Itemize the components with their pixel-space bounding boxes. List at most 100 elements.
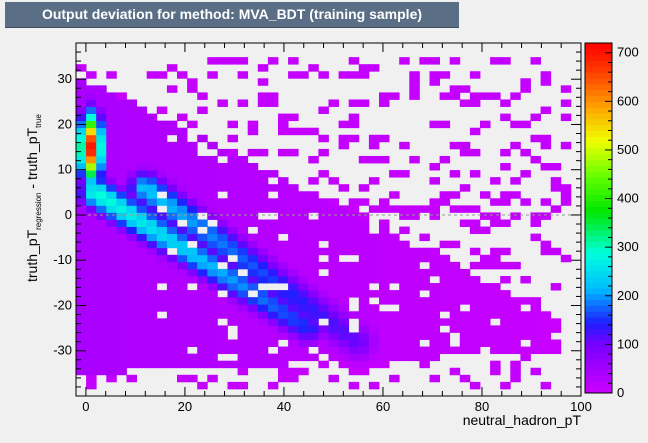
palette-step [585,148,612,155]
heatmap-cell [156,304,168,312]
heatmap-cell [227,268,238,277]
heatmap-cell [116,155,127,164]
heatmap-cell [480,332,491,340]
heatmap-cell [409,212,420,220]
palette-step [585,328,612,336]
heatmap-cell [368,205,380,213]
heatmap-cell [449,325,461,333]
heatmap-cell [187,148,198,157]
heatmap-cell [419,353,430,362]
heatmap-cell [136,240,148,249]
heatmap-cell [227,120,238,129]
heatmap-cell [106,134,117,143]
heatmap-cell [278,311,289,319]
heatmap-cell [207,283,218,291]
heatmap-cell [197,297,208,305]
heatmap-cell [480,290,491,298]
heatmap-cell [409,85,420,93]
y-tick-label: -20 [53,297,72,312]
heatmap-cell [227,311,238,319]
heatmap-cell [348,367,360,376]
heatmap-cell [136,304,148,312]
heatmap-cell [490,346,501,355]
heatmap-cell [278,304,289,312]
heatmap-cell [247,184,259,192]
heatmap-cell [156,275,168,284]
palette-step [585,183,612,190]
heatmap-cell [379,283,390,291]
heatmap-cell [217,184,228,192]
heatmap-cell [409,71,420,79]
heatmap-cell [298,254,309,263]
heatmap-cell [207,339,218,347]
heatmap-cell [126,254,137,263]
heatmap-cell [166,85,178,93]
heatmap-cell [237,325,249,333]
heatmap-cell [86,184,97,192]
heatmap-cell [308,283,319,291]
heatmap-cell [136,261,148,270]
heatmap-cell [490,92,501,100]
heatmap-cell [500,198,511,206]
heatmap-cell [500,339,511,347]
heatmap-cell [106,92,117,100]
heatmap-cell [469,247,481,256]
heatmap-cell [308,247,319,256]
heatmap-cell [469,290,481,298]
heatmap-cell [247,170,259,178]
heatmap-cell [207,184,218,192]
heatmap-cell [399,332,410,340]
heatmap-cell [409,325,420,333]
heatmap-cell [126,332,137,340]
heatmap-cell [338,325,350,333]
heatmap-cell [146,339,158,347]
heatmap-cell [308,233,319,242]
heatmap-cell [197,163,208,171]
heatmap-cell [116,318,127,326]
heatmap-cell [480,120,491,129]
heatmap-cell [237,304,249,312]
heatmap-cell [338,304,350,312]
heatmap-cell [237,339,249,347]
heatmap-cell [288,353,299,362]
heatmap-cell [217,304,228,312]
heatmap-cell [217,148,228,157]
heatmap-cell [308,155,319,164]
palette-step [585,282,612,289]
heatmap-cell [177,283,188,291]
heatmap-cell [106,254,117,263]
heatmap-cell [96,304,107,312]
heatmap-cell [227,283,238,291]
heatmap-cell [156,290,168,298]
heatmap-cell [156,141,168,150]
plot-title: Output deviation for method: MVA_BDT (tr… [41,6,423,22]
heatmap-cell [177,148,188,157]
heatmap-cell [278,367,289,376]
heatmap-cell [187,318,198,326]
palette-step [585,258,612,266]
heatmap-cell [197,134,208,143]
heatmap-cell [318,198,329,206]
heatmap-cell [459,99,471,107]
heatmap-cell [439,120,451,129]
heatmap-cell [86,311,97,319]
heatmap-cell [247,212,259,220]
heatmap-cell [76,367,87,376]
heatmap-cell [500,346,511,355]
heatmap-cell [86,141,97,150]
heatmap-cell [429,339,440,347]
heatmap-cell [419,57,430,65]
heatmap-cell [308,226,319,235]
heatmap-cell [278,240,289,249]
heatmap-cell [348,332,360,340]
heatmap-cell [177,261,188,270]
heatmap-cell [116,304,127,312]
heatmap-cell [298,127,309,136]
heatmap-cell [318,148,329,157]
heatmap-cell [207,57,218,65]
y-label-dash: - truth_pT [24,127,40,192]
heatmap-cell [116,191,127,199]
heatmap-cell [358,198,370,206]
heatmap-cell [166,233,178,242]
heatmap-cell [156,148,168,157]
